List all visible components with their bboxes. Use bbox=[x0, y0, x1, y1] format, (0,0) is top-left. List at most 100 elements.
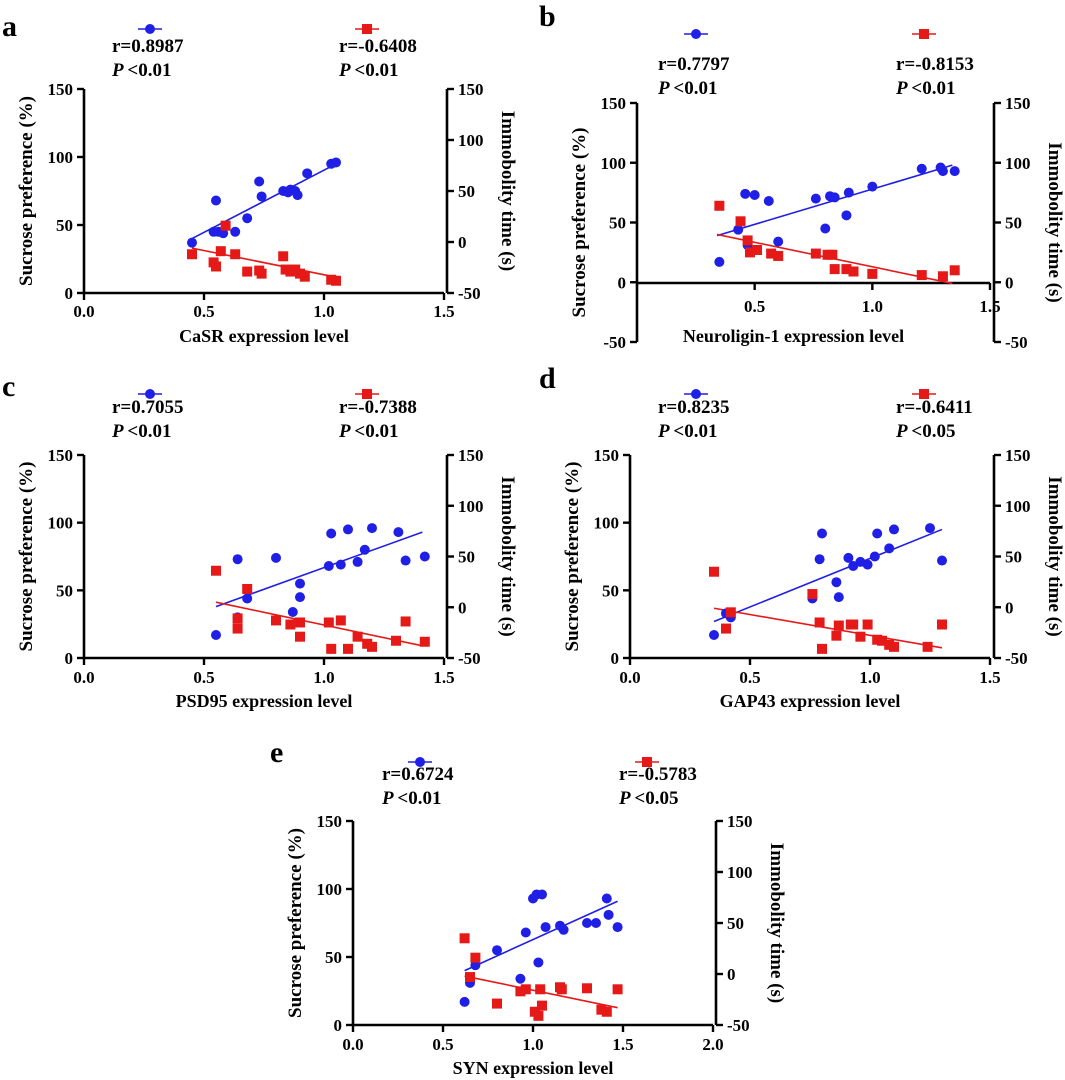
x-tick-label: 1.0 bbox=[313, 302, 334, 321]
x-tick-label: 1.0 bbox=[522, 1035, 543, 1054]
immobility-point bbox=[848, 619, 859, 630]
immobility-point bbox=[829, 264, 840, 275]
immobility-point bbox=[814, 617, 825, 628]
left-y-axis-label: Sucrose preference (%) bbox=[562, 462, 583, 652]
sucrose-point bbox=[820, 223, 831, 234]
stat-r-immobility: r=-0.8153 bbox=[896, 54, 974, 75]
x-tick-label: 0.0 bbox=[73, 668, 94, 687]
x-tick-label: 0.5 bbox=[432, 1035, 453, 1054]
immobility-point bbox=[862, 619, 873, 630]
x-tick-label: 0.0 bbox=[73, 302, 94, 321]
x-tick-label: 1.0 bbox=[859, 668, 880, 687]
right-y-tick-label: 150 bbox=[1005, 94, 1031, 113]
sucrose-point bbox=[843, 187, 854, 198]
x-tick-label: 0.0 bbox=[619, 668, 640, 687]
x-tick-label: 2.0 bbox=[702, 1035, 723, 1054]
sucrose-point bbox=[295, 578, 305, 589]
immobility-point bbox=[848, 266, 859, 277]
immobility-point bbox=[533, 1010, 544, 1021]
immobility-point bbox=[556, 984, 567, 995]
left-y-tick-label: 100 bbox=[317, 880, 343, 899]
immobility-point bbox=[810, 248, 821, 259]
stat-p-sucrose: P <0.01 bbox=[657, 421, 718, 442]
sucrose-point bbox=[331, 157, 341, 168]
right-y-tick-label: -50 bbox=[1005, 333, 1028, 352]
right-y-tick-label: 150 bbox=[458, 446, 484, 465]
sucrose-point bbox=[829, 192, 840, 203]
right-y-tick-label: 100 bbox=[1005, 497, 1031, 516]
sucrose-point bbox=[323, 560, 334, 571]
sucrose-point bbox=[419, 551, 430, 562]
chart-d: 0 50 100 150 -50 0 50 100 150 0.0 0.5 1.0 1.5 GAP43 e… bbox=[562, 389, 1065, 711]
left-y-tick-label: 0 bbox=[611, 649, 620, 668]
sucrose-point bbox=[601, 893, 612, 904]
legend-sucrose-marker bbox=[691, 389, 701, 399]
immobility-point bbox=[807, 589, 818, 600]
immobility-point bbox=[773, 250, 784, 261]
sucrose-point bbox=[367, 523, 377, 534]
x-axis-label: Neuroligin-1 expression level bbox=[683, 326, 904, 346]
sucrose-point bbox=[537, 889, 547, 900]
legend-sucrose-marker bbox=[415, 757, 425, 767]
right-y-axis-label: Immobolity time (s) bbox=[1044, 142, 1065, 302]
immobility-point bbox=[596, 1004, 607, 1015]
x-axis-label: CaSR expression level bbox=[179, 326, 349, 346]
immobility-point bbox=[827, 249, 838, 260]
legend-immobility-marker bbox=[919, 29, 929, 39]
right-y-tick-label: 100 bbox=[727, 863, 753, 882]
right-y-tick-label: 50 bbox=[458, 182, 475, 201]
immobility-point bbox=[937, 619, 947, 630]
right-y-tick-label: 0 bbox=[1005, 273, 1014, 292]
x-axis-label: SYN expression level bbox=[453, 1058, 614, 1078]
x-axis-label: GAP43 expression level bbox=[720, 691, 901, 711]
right-y-tick-label: 150 bbox=[727, 812, 753, 831]
stat-p-immobility: P <0.05 bbox=[895, 421, 956, 442]
left-y-tick-label: 0 bbox=[334, 1016, 343, 1035]
immobility-point bbox=[766, 248, 777, 259]
stat-p-immobility: P <0.05 bbox=[618, 788, 679, 809]
immobility-point bbox=[419, 636, 430, 647]
right-y-tick-label: -50 bbox=[458, 284, 481, 303]
immobility-fit-line bbox=[713, 607, 943, 649]
sucrose-point bbox=[533, 957, 544, 968]
sucrose-point bbox=[359, 544, 370, 555]
sucrose-point bbox=[949, 166, 960, 177]
sucrose-point bbox=[872, 528, 883, 539]
sucrose-point bbox=[558, 924, 569, 935]
legend-immobility-marker bbox=[362, 24, 372, 34]
left-y-tick-label: 50 bbox=[325, 948, 342, 967]
immobility-point bbox=[278, 251, 289, 262]
immobility-point bbox=[335, 615, 346, 626]
x-tick-label: 0.5 bbox=[193, 302, 214, 321]
sucrose-point bbox=[817, 528, 827, 539]
stat-r-sucrose: r=0.7797 bbox=[658, 54, 730, 75]
panel-letter-b: b bbox=[539, 0, 556, 33]
immobility-point bbox=[721, 623, 731, 634]
immobility-point bbox=[391, 635, 401, 646]
chart-b: -50 0 50 100 150 -50 0 50 100 150 0.5 1.0 1.5 Neuroli… bbox=[569, 29, 1065, 352]
panel-letter-d: d bbox=[539, 362, 556, 395]
immobility-point bbox=[232, 623, 243, 634]
sucrose-point bbox=[740, 188, 751, 199]
right-y-tick-label: 50 bbox=[458, 548, 475, 567]
right-y-tick-label: -50 bbox=[727, 1016, 750, 1035]
immobility-point bbox=[582, 983, 592, 994]
stat-p-immobility: P <0.01 bbox=[338, 421, 399, 442]
x-tick-label: 0.5 bbox=[744, 297, 765, 316]
sucrose-point bbox=[843, 552, 854, 563]
right-y-tick-label: 50 bbox=[727, 914, 744, 933]
immobility-point bbox=[831, 630, 842, 641]
immobility-point bbox=[709, 566, 719, 577]
left-y-tick-label: 0 bbox=[618, 273, 627, 292]
sucrose-point bbox=[520, 927, 531, 938]
sucrose-fit-line bbox=[464, 900, 618, 972]
stat-r-immobility: r=-0.6411 bbox=[896, 397, 973, 418]
sucrose-point bbox=[295, 592, 305, 603]
immobility-point bbox=[295, 631, 305, 642]
x-tick-label: 1.5 bbox=[433, 668, 454, 687]
x-tick-label: 1.0 bbox=[313, 668, 334, 687]
left-y-tick-label: 50 bbox=[56, 581, 73, 600]
immobility-fit-line bbox=[191, 247, 334, 278]
immobility-point bbox=[916, 270, 927, 281]
sucrose-point bbox=[459, 996, 470, 1007]
